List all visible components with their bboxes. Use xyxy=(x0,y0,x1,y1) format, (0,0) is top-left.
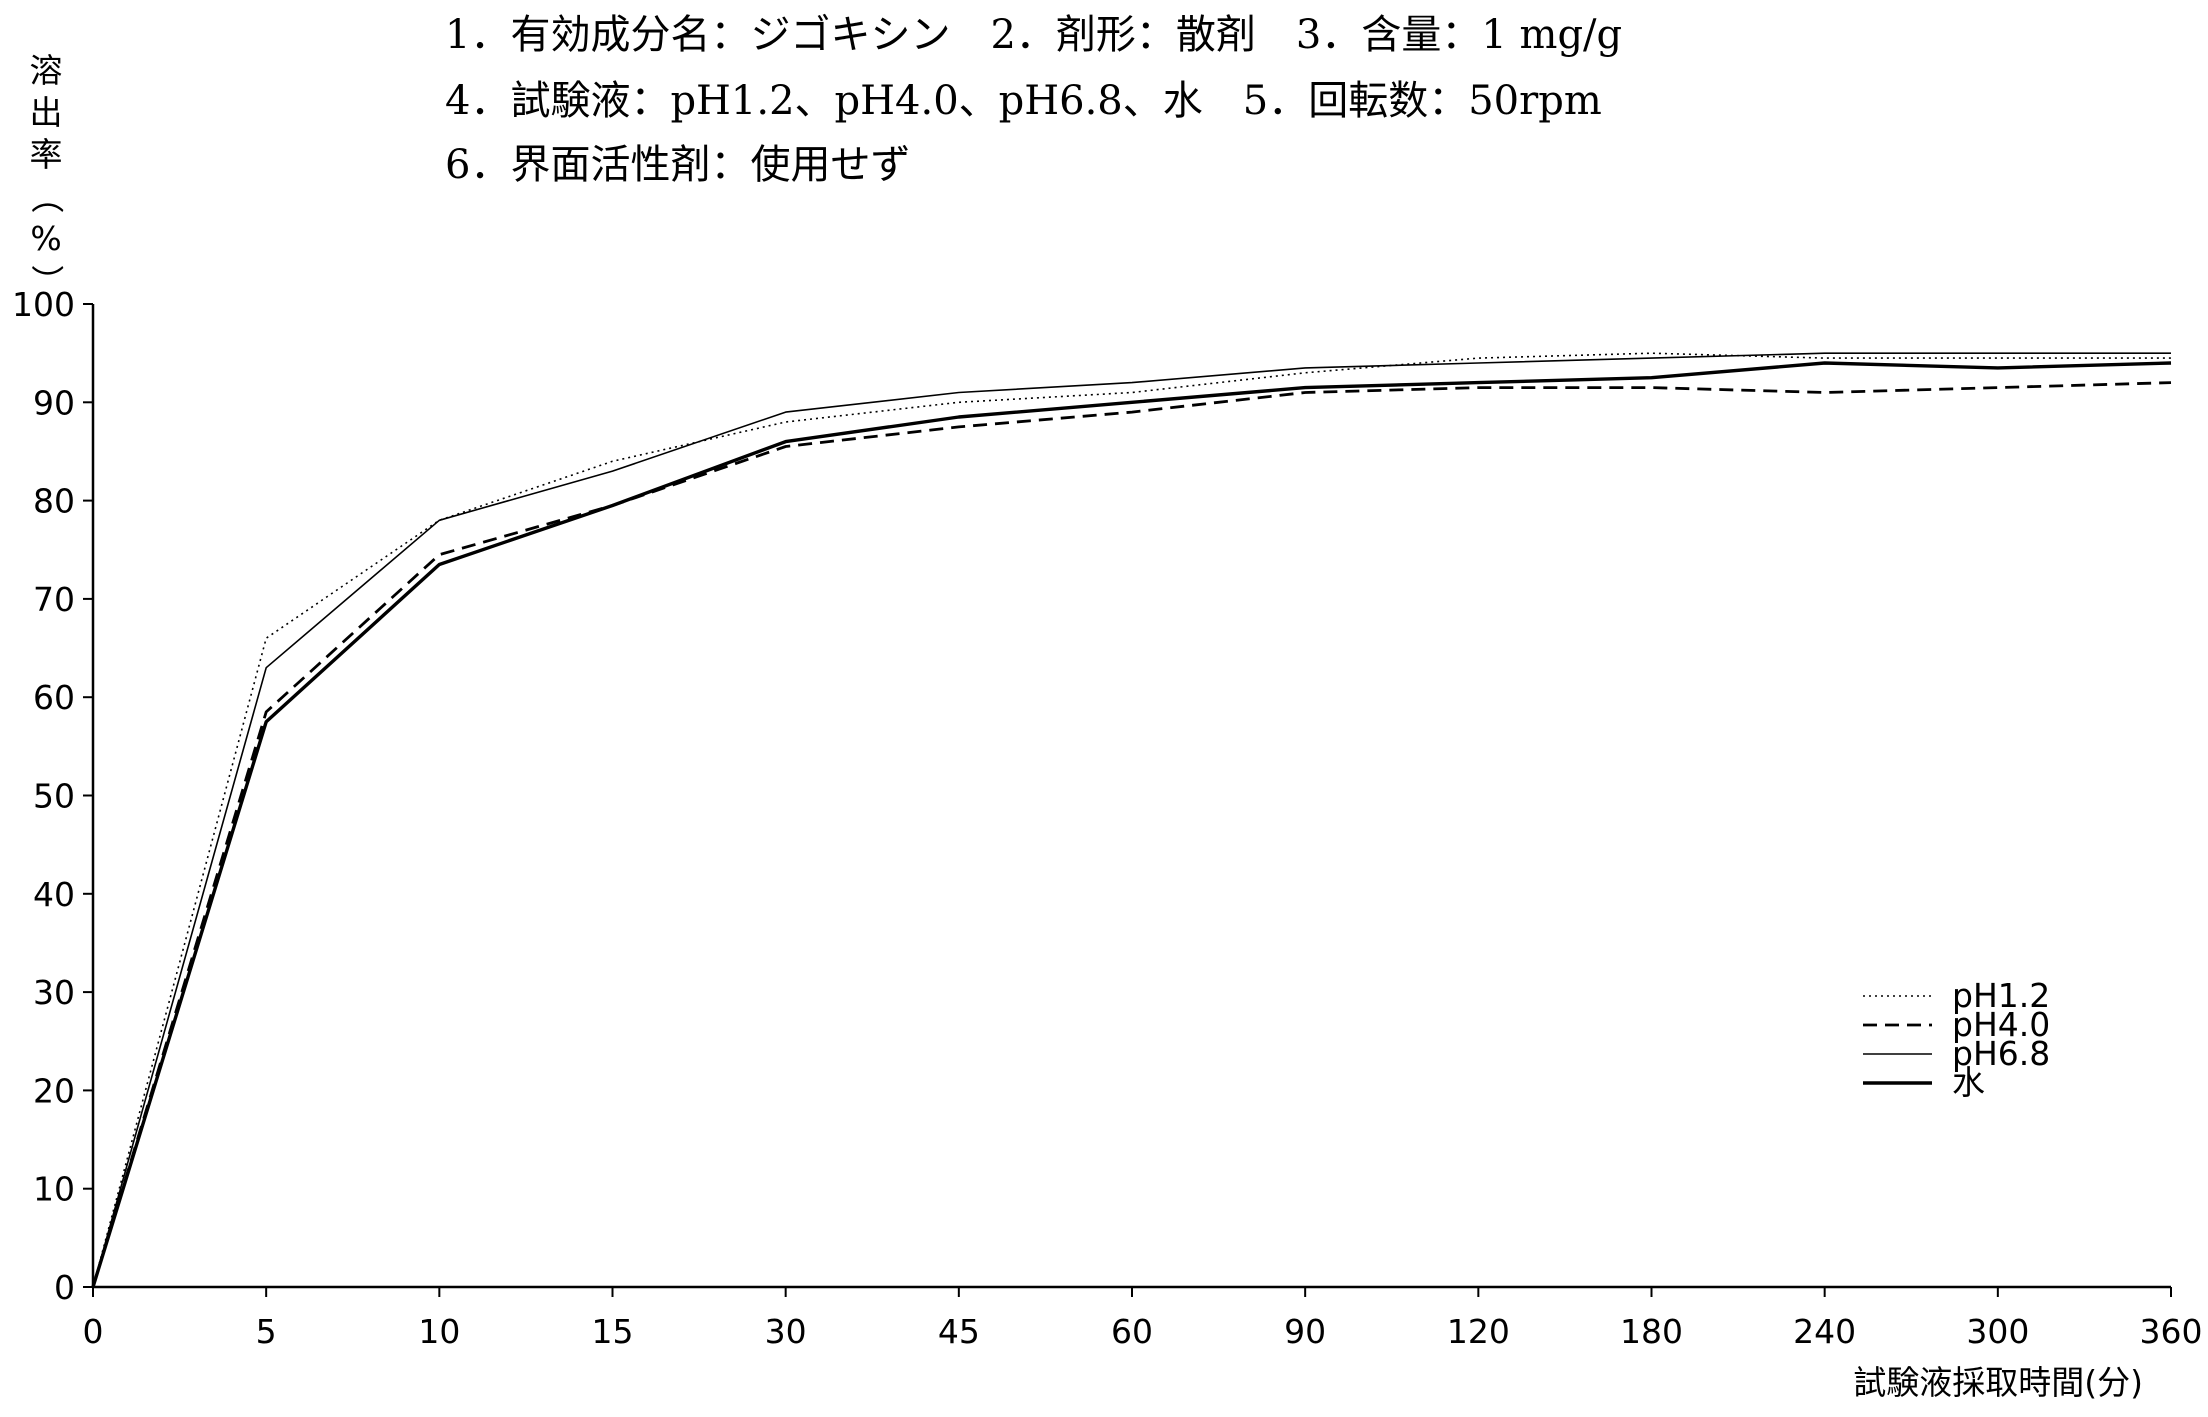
y-axis-title-char: 率 xyxy=(30,135,63,174)
legend-label: 水 xyxy=(1952,1063,1985,1102)
header-line-3: 6．界面活性剤：使用せず xyxy=(445,142,910,188)
y-tick-label: 40 xyxy=(33,875,75,914)
y-tick-group: 0 10 20 30 40 50 60 70 80 90 100 xyxy=(12,285,93,1307)
x-tick-label: 60 xyxy=(1111,1312,1153,1351)
y-tick-label: 60 xyxy=(33,678,75,717)
y-axis-title-char: 出 xyxy=(30,93,63,132)
y-tick-label: 80 xyxy=(33,482,75,521)
y-axis-title-char: ） xyxy=(27,265,66,298)
y-tick-label: 30 xyxy=(33,973,75,1012)
y-tick-label: 90 xyxy=(33,383,75,422)
series-line-thick-solid xyxy=(91,361,2172,1288)
x-tick-label: 90 xyxy=(1284,1312,1326,1351)
x-tick-label: 360 xyxy=(2140,1312,2203,1351)
x-axis: 0 5 10 15 30 45 60 90 120 180 240 300 360 試験液採取時間(分) xyxy=(83,1285,2203,1402)
header-line-2: 4．試験液：pH1.2、pH4.0、pH6.8、水 5．回転数：50rpm xyxy=(445,78,1602,124)
x-axis-title: 試験液採取時間(分) xyxy=(1853,1363,2143,1402)
series-line-dotted xyxy=(92,352,2171,1288)
series-lines xyxy=(91,352,2172,1288)
legend-label: pH1.2 xyxy=(1952,976,2050,1015)
y-axis: 0 10 20 30 40 50 60 70 80 90 100 xyxy=(12,285,95,1307)
x-tick-label: 5 xyxy=(256,1312,277,1351)
y-tick-label: 50 xyxy=(33,777,75,816)
x-tick-group: 0 5 10 15 30 45 60 90 120 180 240 300 360 xyxy=(83,1287,2203,1351)
x-tick-label: 30 xyxy=(765,1312,807,1351)
x-tick-label: 300 xyxy=(1966,1312,2029,1351)
x-tick-label: 45 xyxy=(938,1312,980,1351)
y-tick-label: 70 xyxy=(33,580,75,619)
chart-header: 1．有効成分名：ジゴキシン 2．剤形：散剤 3．含量：1 mg/g 4．試験液：… xyxy=(445,12,1622,188)
x-tick-label: 180 xyxy=(1620,1312,1683,1351)
x-tick-label: 15 xyxy=(592,1312,634,1351)
header-line-1: 1．有効成分名：ジゴキシン 2．剤形：散剤 3．含量：1 mg/g xyxy=(445,12,1622,58)
legend-label: pH6.8 xyxy=(1952,1034,2050,1073)
y-axis-title-char: % xyxy=(30,219,61,258)
y-tick-label: 0 xyxy=(54,1268,75,1307)
x-tick-label: 10 xyxy=(418,1312,460,1351)
x-tick-label: 0 xyxy=(83,1312,104,1351)
series-line-dashed xyxy=(91,381,2172,1288)
y-tick-label: 10 xyxy=(33,1170,75,1209)
y-tick-label: 100 xyxy=(12,285,75,324)
y-axis-title-char: （ xyxy=(27,181,66,214)
y-tick-label: 20 xyxy=(33,1071,75,1110)
series-line-thin-solid xyxy=(92,352,2171,1288)
y-axis-title-char: 溶 xyxy=(30,51,63,90)
y-axis-title: 溶出率 （% ） xyxy=(27,51,66,298)
x-tick-label: 240 xyxy=(1793,1312,1856,1351)
x-tick-label: 120 xyxy=(1447,1312,1510,1351)
legend-label: pH4.0 xyxy=(1952,1005,2050,1044)
